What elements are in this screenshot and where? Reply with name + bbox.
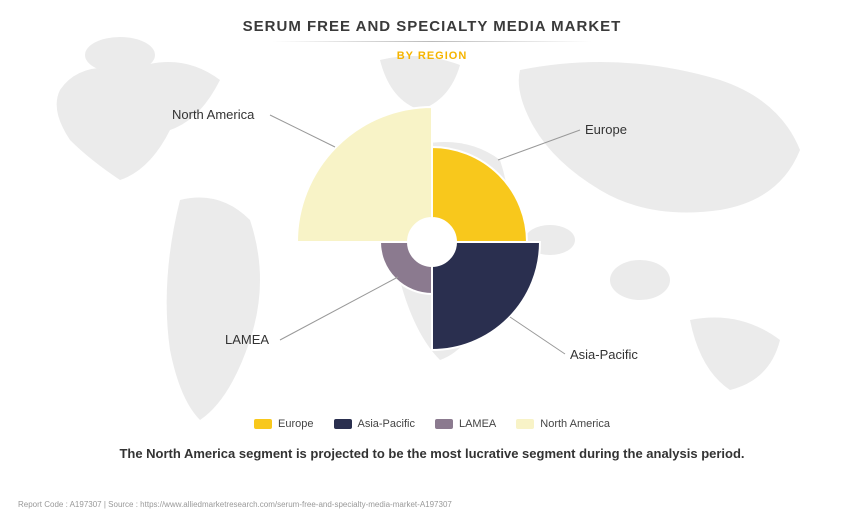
footer-insight-text: The North America segment is projected t…	[0, 446, 864, 461]
legend-swatch	[516, 419, 534, 429]
slice-north-america	[297, 107, 432, 242]
leader-line	[498, 130, 580, 160]
legend: Europe Asia-Pacific LAMEA North America	[0, 416, 864, 434]
leader-line	[280, 277, 398, 340]
polar-chart-area: Europe Asia-Pacific LAMEA North America	[0, 72, 864, 412]
report-code: Report Code : A197307	[18, 500, 102, 509]
chart-center-hole	[408, 218, 456, 266]
chart-subtitle: BY REGION	[0, 50, 864, 62]
legend-swatch	[435, 419, 453, 429]
slice-label-north-america: North America	[172, 107, 254, 122]
legend-swatch	[254, 419, 272, 429]
legend-swatch	[334, 419, 352, 429]
legend-item-europe: Europe	[254, 418, 313, 430]
title-underline	[272, 41, 592, 42]
report-meta: Report Code : A197307 | Source : https:/…	[18, 500, 452, 509]
report-source: Source : https://www.alliedmarketresearc…	[108, 500, 452, 509]
legend-label: Europe	[278, 418, 313, 430]
slice-label-asia-pacific: Asia-Pacific	[570, 347, 638, 362]
slice-label-europe: Europe	[585, 122, 627, 137]
legend-label: North America	[540, 418, 610, 430]
leader-line	[510, 317, 565, 354]
legend-label: LAMEA	[459, 418, 496, 430]
legend-item-north-america: North America	[516, 418, 610, 430]
leader-line	[270, 115, 335, 147]
legend-item-asia-pacific: Asia-Pacific	[334, 418, 415, 430]
chart-title: SERUM FREE AND SPECIALTY MEDIA MARKET	[0, 0, 864, 35]
slice-label-lamea: LAMEA	[225, 332, 269, 347]
legend-label: Asia-Pacific	[358, 418, 415, 430]
legend-item-lamea: LAMEA	[435, 418, 496, 430]
